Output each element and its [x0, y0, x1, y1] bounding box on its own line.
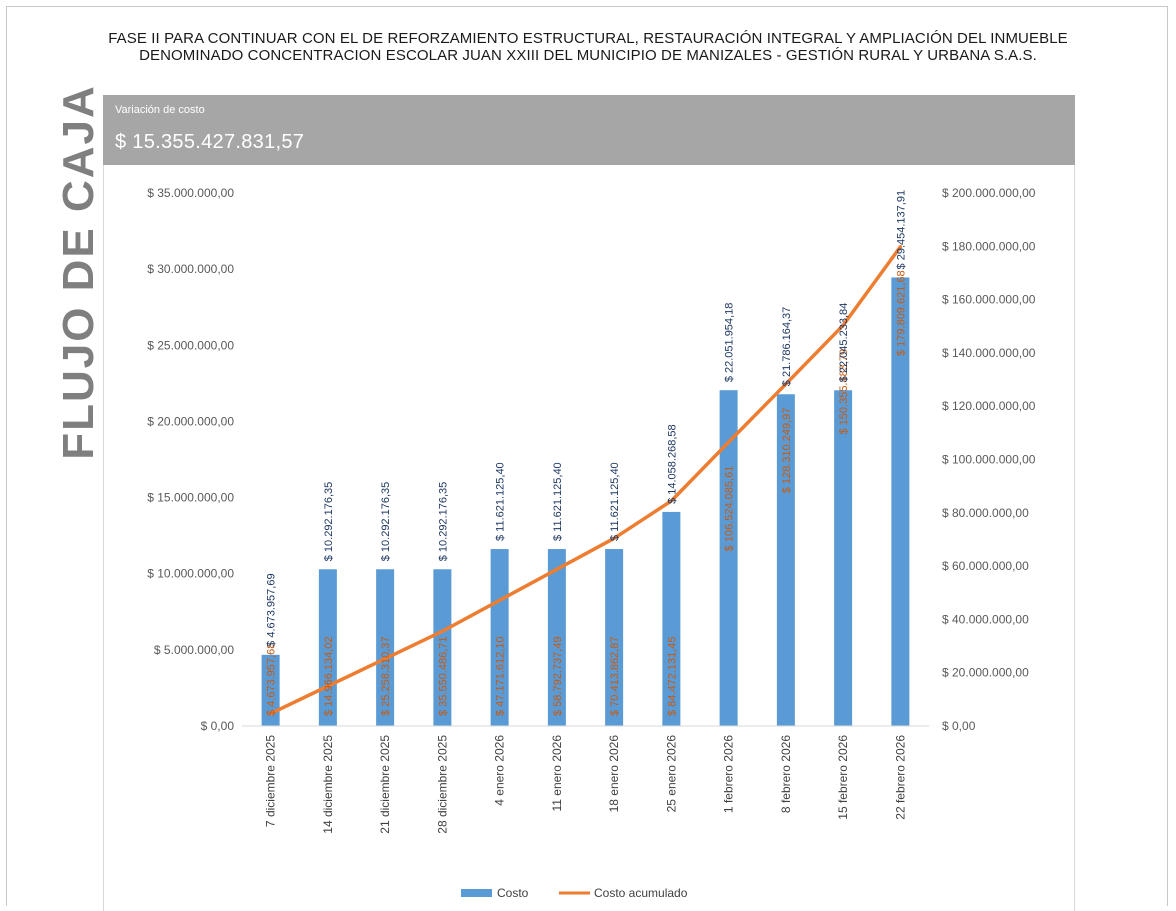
- right-axis-ticks: $ 0,00 $ 20.000.000,00 $ 40.000.000,00 $ 60…: [942, 186, 1036, 733]
- cumulative-line-series: [268, 245, 903, 716]
- cumulative-data-label: $ 4.673.957,68: [266, 643, 278, 716]
- right-axis-tick-label: $ 0,00: [942, 719, 976, 733]
- cost-bar: [776, 394, 795, 726]
- left-axis-tick-label: $ 0,00: [201, 719, 235, 733]
- left-axis-tick-label: $ 25.000.000,00: [147, 338, 234, 352]
- legend-label-costo-acumulado: Costo acumulado: [594, 886, 688, 900]
- cost-bars: [261, 277, 910, 726]
- cost-data-label: $ 14.058.268,58: [666, 424, 678, 504]
- right-axis-tick-label: $ 200.000.000,00: [942, 186, 1036, 200]
- cost-data-label: $ 22.045.233,84: [838, 303, 850, 383]
- cumulative-line: [268, 245, 903, 716]
- cumulative-data-label: $ 179.809.621,68: [895, 270, 907, 356]
- cost-data-label: $ 10.292.176,35: [380, 482, 392, 562]
- cost-bar: [834, 390, 853, 726]
- variation-banner: Variación de costo $ 15.355.427.831,57: [103, 95, 1075, 165]
- side-title-container: FLUJO DE CAJA: [54, 84, 103, 460]
- left-axis-tick-label: $ 35.000.000,00: [147, 186, 234, 200]
- cost-data-label: $ 11.621.125,40: [495, 462, 507, 541]
- cost-data-labels: $ 4.673.957,69 $ 10.292.176,35 $ 10.292.17…: [266, 190, 908, 647]
- cost-data-label: $ 11.621.125,40: [552, 462, 564, 541]
- cumulative-data-label: $ 106.524.085,61: [724, 466, 736, 552]
- cost-bar: [662, 511, 681, 726]
- cost-bar: [891, 277, 910, 726]
- category-label: 7 diciembre 2025: [264, 735, 278, 827]
- left-axis-ticks: $ 0,00 $ 5.000.000,00 $ 10.000.000,00 $ 15.…: [147, 186, 234, 733]
- category-label: 18 enero 2026: [607, 735, 621, 813]
- right-axis-tick-label: $ 20.000.000,00: [942, 666, 1029, 680]
- right-axis-tick-label: $ 140.000.000,00: [942, 346, 1036, 360]
- cost-data-label: $ 10.292.176,35: [437, 482, 449, 562]
- cost-data-label: $ 10.292.176,35: [323, 482, 335, 562]
- cost-bar: [605, 549, 624, 726]
- right-axis-tick-label: $ 40.000.000,00: [942, 612, 1029, 626]
- right-axis-tick-label: $ 160.000.000,00: [942, 293, 1036, 307]
- cost-data-label: $ 29.454.137,91: [895, 190, 907, 270]
- cost-bar: [433, 569, 452, 726]
- cumulative-data-label: $ 58.792.737,49: [552, 636, 564, 716]
- cumulative-data-label: $ 150.355.483,79: [838, 349, 850, 435]
- variation-value: $ 15.355.427.831,57: [115, 131, 305, 153]
- left-axis-tick-label: $ 5.000.000,00: [154, 643, 234, 657]
- cost-data-label: $ 4.673.957,69: [266, 573, 278, 646]
- category-label: 21 diciembre 2025: [378, 735, 392, 834]
- left-axis-tick-label: $ 10.000.000,00: [147, 567, 234, 581]
- cost-data-label: $ 11.621.125,40: [609, 462, 621, 541]
- right-axis-tick-label: $ 120.000.000,00: [942, 399, 1036, 413]
- category-label: 25 enero 2026: [664, 735, 678, 813]
- cost-bar: [261, 654, 280, 726]
- chart-panel: $ 0,00 $ 5.000.000,00 $ 10.000.000,00 $ 15.…: [103, 165, 1075, 911]
- category-label: 1 febrero 2026: [722, 735, 736, 813]
- category-label: 11 enero 2026: [550, 735, 564, 812]
- cumulative-data-label: $ 70.413.862,87: [609, 636, 621, 716]
- left-axis-tick-label: $ 15.000.000,00: [147, 491, 234, 505]
- document-frame: [6, 6, 1168, 906]
- cost-bar: [719, 390, 738, 726]
- cost-bar: [490, 549, 509, 726]
- category-labels: 7 diciembre 2025 14 diciembre 2025 21 dici…: [264, 735, 908, 834]
- page-title: FASE II PARA CONTINUAR CON EL DE REFORZA…: [108, 30, 1068, 64]
- cash-flow-chart: $ 0,00 $ 5.000.000,00 $ 10.000.000,00 $ 15.…: [147, 186, 1036, 900]
- cost-bar: [547, 549, 566, 726]
- cost-data-label: $ 21.786.164,37: [781, 307, 793, 387]
- legend-swatch-costo: [461, 889, 492, 897]
- cumulative-data-label: $ 25.258.310,37: [380, 636, 392, 716]
- left-axis-tick-label: $ 30.000.000,00: [147, 262, 234, 276]
- cost-data-label: $ 22.051.954,18: [724, 303, 736, 383]
- cumulative-data-label: $ 14.966.134,02: [323, 636, 335, 716]
- cumulative-data-label: $ 128.310.249,97: [781, 408, 793, 494]
- right-axis-tick-label: $ 100.000.000,00: [942, 453, 1036, 467]
- cumulative-data-label: $ 84.472.131,45: [666, 636, 678, 716]
- right-axis-tick-label: $ 180.000.000,00: [942, 239, 1036, 253]
- category-label: 22 febrero 2026: [893, 735, 907, 820]
- right-axis-tick-label: $ 60.000.000,00: [942, 559, 1029, 573]
- left-axis-tick-label: $ 20.000.000,00: [147, 414, 234, 428]
- category-label: 15 febrero 2026: [836, 735, 850, 820]
- cumulative-data-label: $ 35.550.486,71: [437, 636, 449, 716]
- category-label: 14 diciembre 2025: [321, 735, 335, 834]
- variation-label: Variación de costo: [115, 104, 205, 116]
- category-label: 28 diciembre 2025: [435, 735, 449, 834]
- legend: Costo Costo acumulado: [461, 886, 688, 900]
- category-label: 4 enero 2026: [493, 735, 507, 806]
- side-title: FLUJO DE CAJA: [54, 84, 103, 460]
- legend-label-costo: Costo: [497, 886, 529, 900]
- cost-bar: [376, 569, 395, 726]
- cumulative-data-labels: $ 4.673.957,68 $ 14.966.134,02 $ 25.258.31…: [266, 270, 908, 716]
- right-axis-tick-label: $ 80.000.000,00: [942, 506, 1029, 520]
- category-label: 8 febrero 2026: [779, 735, 793, 813]
- cumulative-data-label: $ 47.171.612,10: [495, 636, 507, 716]
